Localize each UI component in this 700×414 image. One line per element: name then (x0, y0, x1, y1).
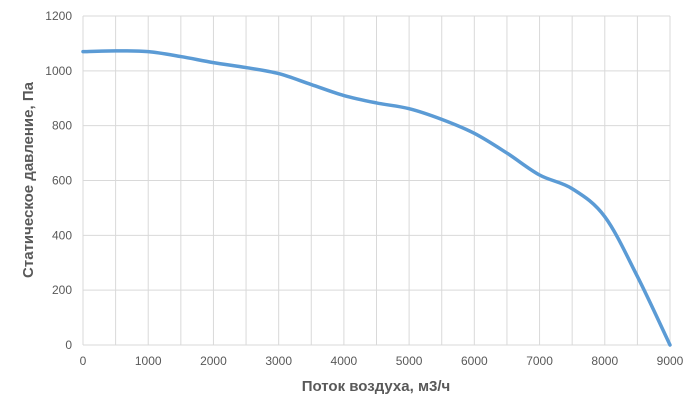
x-tick-label: 0 (80, 354, 87, 368)
y-tick-label: 0 (65, 338, 72, 352)
x-tick-labels: 0 1000 2000 3000 4000 5000 6000 7000 8000 9000 (80, 354, 684, 368)
series-layer (81, 49, 672, 347)
y-tick-labels: 0 200 400 600 800 1000 1200 (45, 9, 72, 352)
grid-lines (82, 15, 671, 346)
y-axis-title: Статическое давление, Па (20, 81, 37, 278)
x-tick-label: 3000 (265, 354, 292, 368)
x-tick-label: 8000 (591, 354, 618, 368)
y-tick-label: 1200 (45, 9, 72, 23)
x-axis-title: Поток воздуха, м3/ч (302, 378, 451, 395)
series-line (81, 49, 672, 347)
x-tick-label: 1000 (135, 354, 162, 368)
y-tick-label: 800 (52, 119, 72, 133)
y-tick-label: 400 (52, 228, 72, 242)
x-tick-label: 4000 (331, 354, 358, 368)
y-tick-label: 600 (52, 174, 72, 188)
x-tick-label: 9000 (657, 354, 684, 368)
y-tick-label: 200 (52, 283, 72, 297)
x-tick-label: 5000 (396, 354, 423, 368)
y-tick-label: 1000 (45, 64, 72, 78)
x-tick-label: 6000 (461, 354, 488, 368)
x-tick-label: 2000 (200, 354, 227, 368)
x-tick-label: 7000 (526, 354, 553, 368)
